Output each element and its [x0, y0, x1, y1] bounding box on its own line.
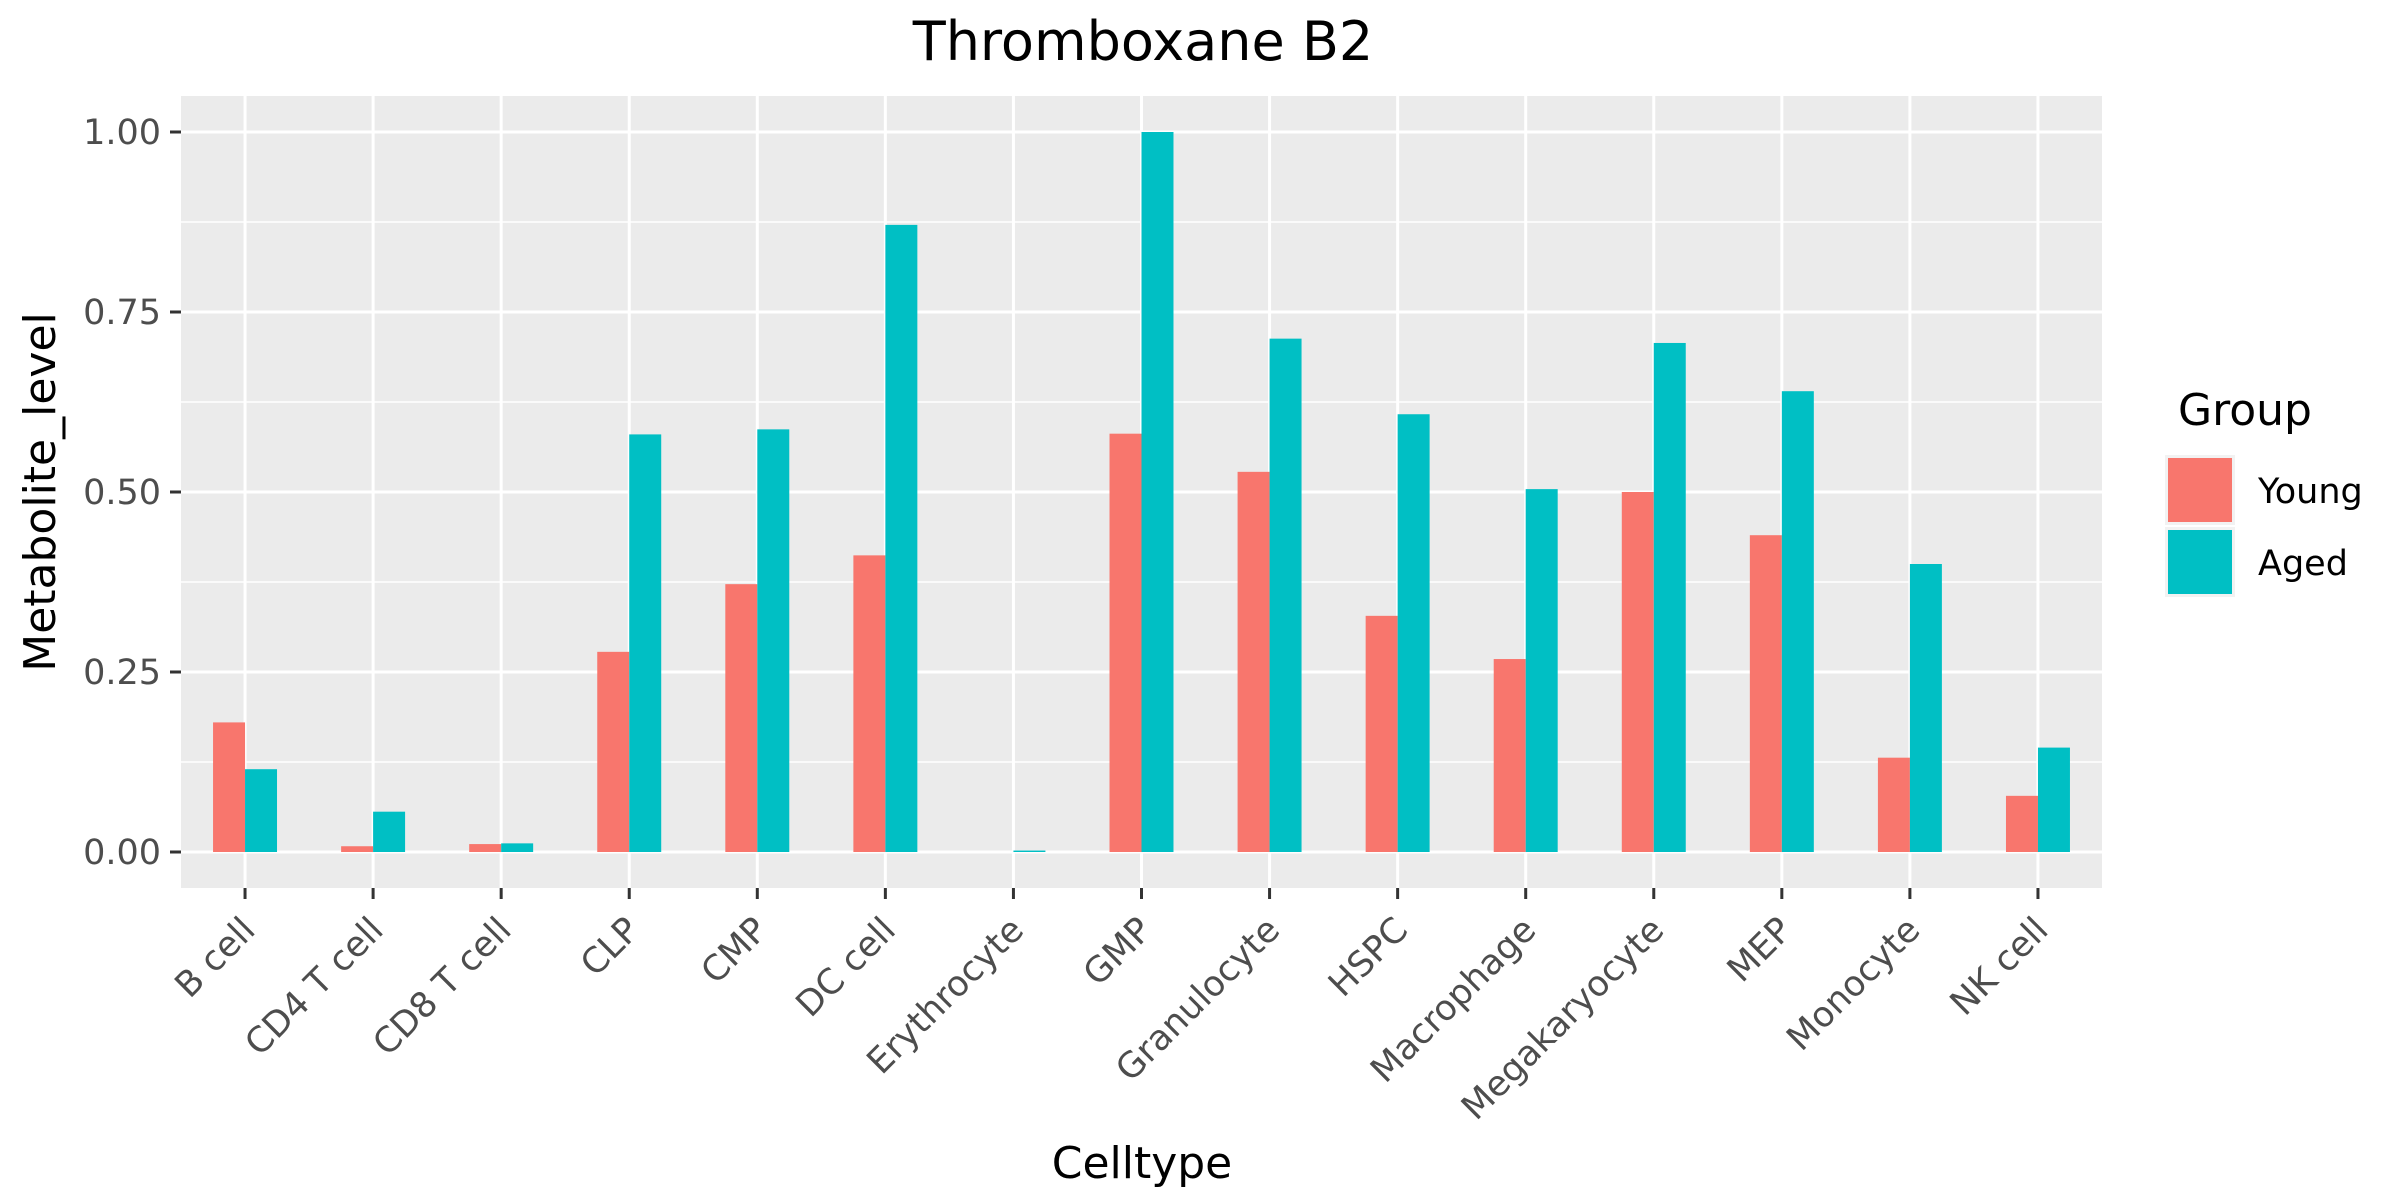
bar-young-mep: [1749, 535, 1782, 852]
chart-title: Thromboxane B2: [912, 10, 1374, 73]
x-tick-label: B cell: [168, 910, 264, 1006]
bar-young-cd8-t-cell: [469, 844, 502, 852]
x-tick-label: Monocyte: [1779, 910, 1928, 1059]
bar-aged-monocyte: [1909, 564, 1942, 852]
x-tick-label: MEP: [1720, 910, 1800, 990]
bar-aged-mep: [1781, 391, 1814, 852]
bar-young-hspc: [1365, 615, 1398, 852]
bar-young-gmp: [1109, 433, 1142, 852]
x-tick-label: DC cell: [789, 910, 904, 1025]
bars: [213, 132, 2070, 853]
y-tick-label: 0.25: [83, 653, 161, 693]
y-axis-title: Metabolite_level: [15, 312, 66, 672]
legend-label-aged: Aged: [2258, 544, 2348, 584]
legend-key-aged: [2168, 530, 2232, 594]
bar-young-macrophage: [1493, 659, 1526, 852]
legend: Group Young Aged: [2165, 385, 2363, 597]
bar-young-b-cell: [213, 722, 246, 852]
y-tick-label: 1.00: [83, 113, 161, 153]
x-tick-label: GMP: [1076, 910, 1160, 994]
legend-label-young: Young: [2257, 472, 2363, 512]
bar-aged-granulocyte: [1269, 338, 1302, 852]
x-tick-label: CLP: [573, 910, 647, 984]
x-axis-title: Celltype: [1052, 1138, 1233, 1189]
bar-aged-cd4-t-cell: [373, 811, 406, 852]
bar-aged-megakaryocyte: [1653, 342, 1686, 852]
bar-young-monocyte: [1877, 757, 1910, 852]
bar-young-cmp: [725, 584, 758, 852]
y-tick-label: 0.75: [83, 293, 161, 333]
bar-aged-clp: [629, 434, 662, 852]
x-tick-label: CMP: [694, 910, 776, 992]
bar-aged-gmp: [1141, 132, 1174, 852]
bar-young-dc-cell: [853, 555, 886, 852]
bar-aged-macrophage: [1525, 489, 1558, 852]
bar-aged-erythrocyte: [1013, 850, 1046, 852]
y-tick-label: 0.00: [83, 833, 161, 873]
bar-young-megakaryocyte: [1621, 492, 1654, 852]
bar-aged-cmp: [757, 429, 790, 852]
bar-aged-hspc: [1397, 414, 1430, 852]
y-axis: 0.00 0.25 0.50 0.75 1.00: [83, 113, 181, 873]
x-tick-label: HSPC: [1321, 910, 1416, 1005]
bar-aged-b-cell: [245, 769, 278, 852]
bar-aged-nk-cell: [2037, 747, 2070, 852]
legend-title: Group: [2178, 385, 2312, 436]
bar-young-granulocyte: [1237, 471, 1270, 852]
y-tick-label: 0.50: [83, 473, 161, 513]
bar-young-clp: [597, 651, 630, 852]
bar-aged-cd8-t-cell: [501, 843, 534, 852]
x-tick-label: NK cell: [1943, 910, 2056, 1023]
x-tick-label: CD4 T cell: [238, 910, 392, 1064]
bar-young-nk-cell: [2005, 795, 2038, 852]
bar-aged-dc-cell: [885, 224, 918, 852]
legend-key-young: [2168, 458, 2232, 522]
bar-young-cd4-t-cell: [341, 846, 374, 852]
x-tick-label: CD8 T cell: [366, 910, 520, 1064]
